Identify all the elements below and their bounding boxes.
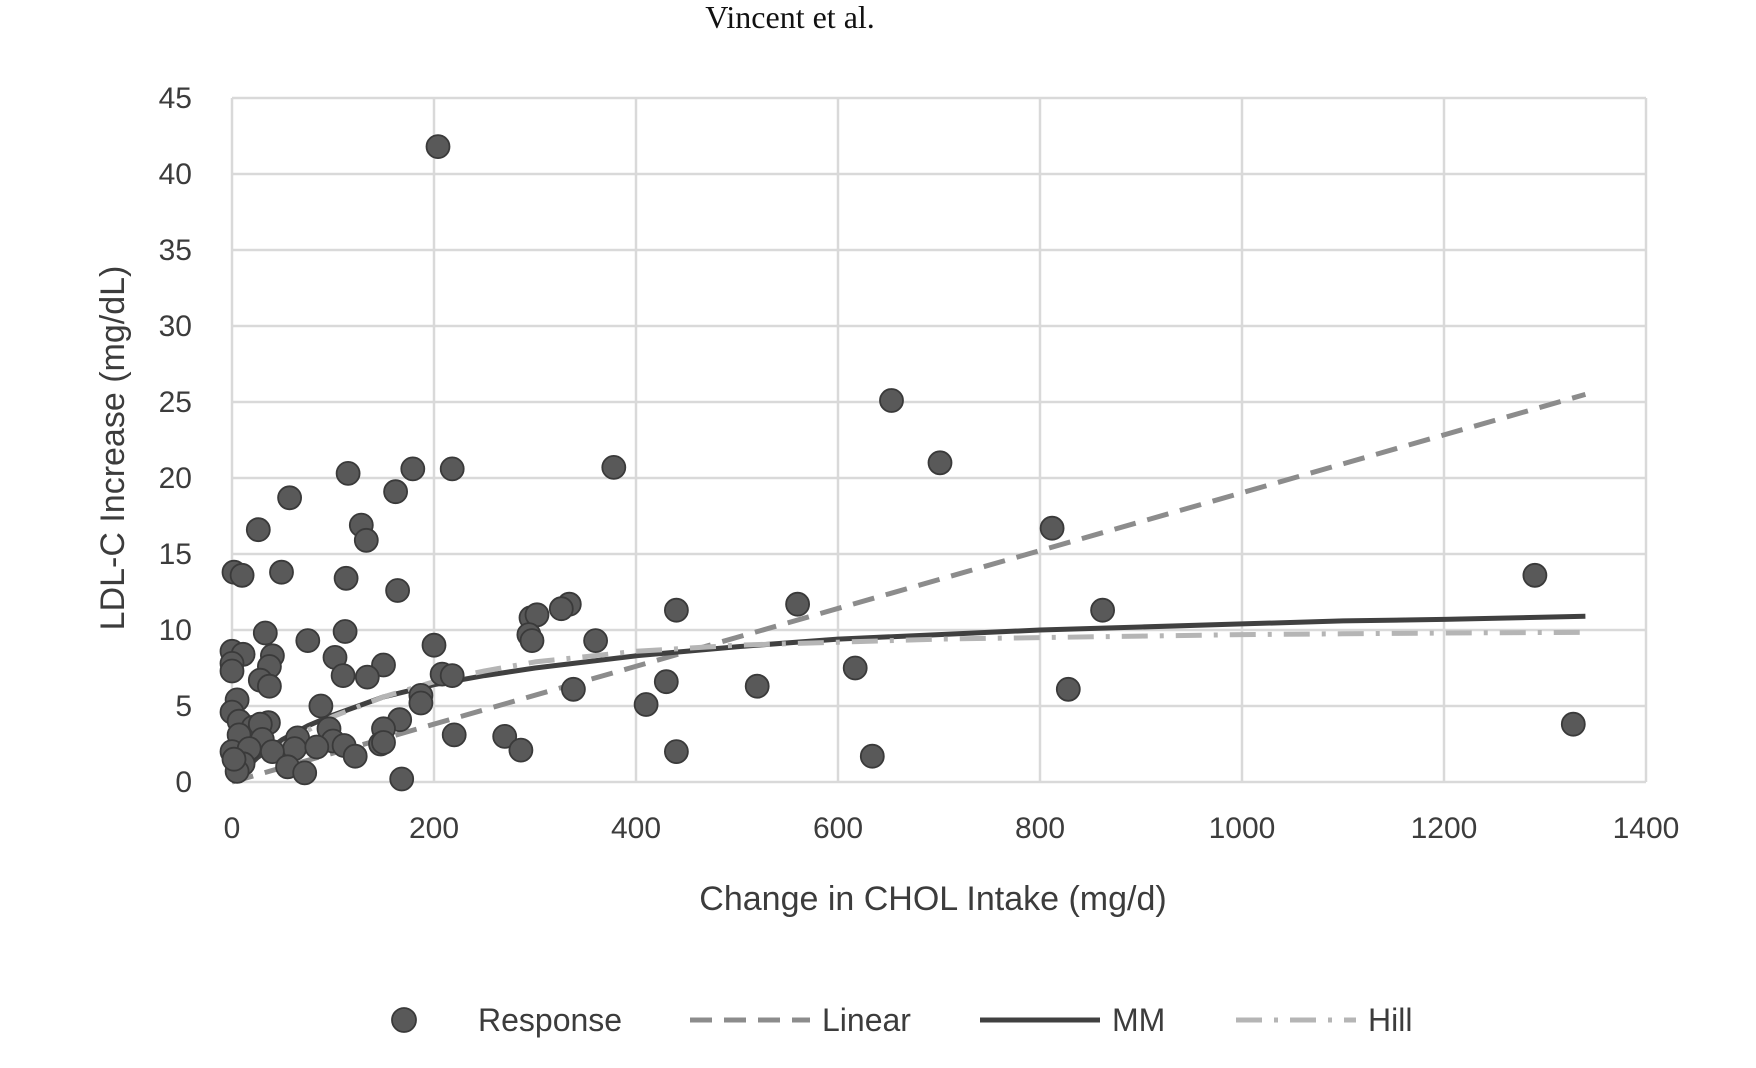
response-point bbox=[561, 676, 586, 702]
response-point bbox=[664, 597, 689, 623]
response-point bbox=[439, 456, 465, 482]
response-point bbox=[292, 760, 318, 786]
response-point bbox=[508, 737, 534, 763]
legend-label: Hill bbox=[1368, 1002, 1412, 1038]
series-line-hill bbox=[230, 629, 1586, 785]
response-point bbox=[353, 527, 379, 553]
response-point bbox=[389, 766, 415, 792]
response-point bbox=[927, 450, 953, 476]
response-point bbox=[859, 743, 885, 769]
response-point bbox=[259, 739, 285, 764]
x-tick-label: 800 bbox=[1015, 812, 1065, 845]
response-point bbox=[601, 454, 627, 480]
response-point bbox=[548, 596, 574, 622]
response-point bbox=[1039, 515, 1065, 541]
series-line-linear bbox=[231, 391, 1587, 785]
response-point bbox=[245, 517, 271, 543]
response-point bbox=[441, 722, 467, 748]
legend: Response Linear MM Hill bbox=[391, 1002, 1412, 1038]
response-point bbox=[371, 730, 396, 755]
y-tick-label: 0 bbox=[175, 766, 192, 799]
response-point bbox=[252, 620, 278, 646]
response-point bbox=[744, 673, 770, 699]
response-point bbox=[421, 632, 447, 658]
y-axis-title: LDL-C Increase (mg/dL) bbox=[94, 266, 132, 631]
x-tick-label: 600 bbox=[813, 812, 863, 845]
response-point bbox=[519, 628, 545, 653]
legend-label: Response bbox=[478, 1002, 622, 1038]
response-point bbox=[277, 485, 303, 511]
response-point bbox=[583, 628, 608, 653]
response-point bbox=[269, 559, 294, 585]
response-point bbox=[492, 724, 518, 749]
legend-response-marker bbox=[391, 1007, 417, 1033]
y-tick-label: 15 bbox=[159, 538, 192, 571]
y-tick-label: 30 bbox=[159, 310, 192, 343]
response-point bbox=[385, 578, 411, 603]
response-point bbox=[308, 693, 334, 719]
response-point bbox=[335, 460, 361, 486]
y-tick-label: 10 bbox=[159, 614, 192, 647]
legend-label: MM bbox=[1112, 1002, 1165, 1038]
y-tick-label: 45 bbox=[159, 82, 192, 115]
legend-label: Linear bbox=[822, 1002, 911, 1038]
response-point bbox=[295, 628, 321, 653]
response-point bbox=[221, 746, 247, 772]
x-tick-label: 400 bbox=[611, 812, 661, 845]
response-point bbox=[785, 591, 810, 617]
response-points-layer bbox=[219, 134, 1586, 792]
y-tick-label: 35 bbox=[159, 234, 192, 267]
y-tick-label: 25 bbox=[159, 386, 192, 419]
response-point bbox=[653, 669, 679, 695]
response-point bbox=[1055, 676, 1081, 702]
response-point bbox=[439, 663, 465, 688]
response-point bbox=[333, 565, 359, 591]
response-point bbox=[664, 739, 689, 764]
response-point bbox=[383, 479, 409, 505]
response-point bbox=[1522, 562, 1548, 588]
x-tick-label: 1000 bbox=[1209, 812, 1276, 845]
response-point bbox=[879, 388, 904, 413]
response-point bbox=[229, 562, 255, 588]
response-point bbox=[400, 456, 426, 482]
series-line-mm bbox=[230, 613, 1586, 784]
response-point bbox=[425, 134, 451, 160]
response-point bbox=[408, 690, 434, 716]
response-point bbox=[256, 673, 282, 699]
response-point bbox=[1560, 711, 1586, 737]
response-point bbox=[354, 664, 380, 690]
response-point bbox=[842, 655, 868, 681]
x-tick-label: 200 bbox=[409, 812, 459, 845]
response-point bbox=[330, 663, 356, 688]
fit-lines-layer bbox=[230, 391, 1587, 785]
tick-labels-layer: 0 5 10 15 20 25 30 35 40 45 0 200 400 600 800 1000 1200 1… bbox=[159, 82, 1680, 845]
x-tick-label: 1200 bbox=[1411, 812, 1478, 845]
x-tick-label: 0 bbox=[224, 812, 241, 845]
x-axis-title: Change in CHOL Intake (mg/d) bbox=[699, 880, 1166, 918]
y-tick-label: 20 bbox=[159, 462, 192, 495]
response-point bbox=[1090, 597, 1115, 623]
y-tick-label: 40 bbox=[159, 158, 192, 191]
y-tick-label: 5 bbox=[175, 690, 192, 723]
response-point bbox=[219, 658, 245, 684]
response-point bbox=[304, 734, 330, 760]
response-point bbox=[342, 743, 368, 769]
page-header: Vincent et al. bbox=[705, 0, 875, 35]
response-point bbox=[332, 619, 358, 644]
response-point bbox=[633, 692, 659, 717]
x-tick-label: 1400 bbox=[1613, 812, 1680, 845]
